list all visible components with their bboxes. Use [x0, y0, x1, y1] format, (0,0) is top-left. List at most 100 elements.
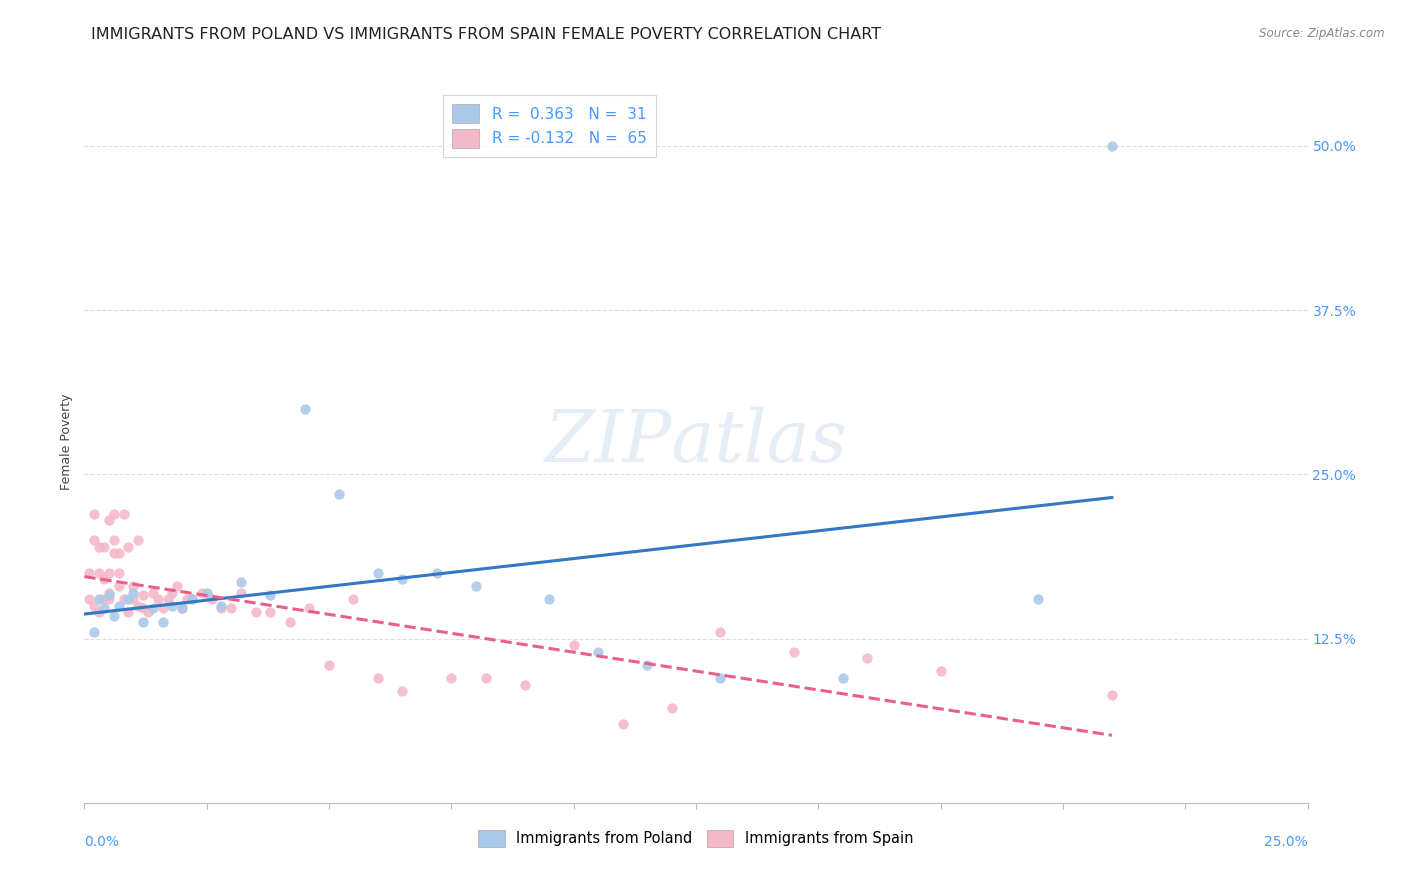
Point: [709, 671, 731, 685]
Point: [181, 592, 204, 607]
Point: [166, 579, 188, 593]
Point: [83, 533, 105, 547]
Point: [229, 585, 252, 599]
Point: [77, 566, 100, 580]
Point: [195, 585, 218, 599]
Point: [440, 671, 463, 685]
Point: [513, 677, 536, 691]
Point: [93, 601, 115, 615]
Point: [97, 566, 120, 580]
Point: [929, 665, 952, 679]
Point: [83, 507, 105, 521]
Point: [146, 592, 169, 607]
Point: [117, 605, 139, 619]
Point: [97, 592, 120, 607]
Point: [278, 615, 301, 629]
Point: [112, 507, 135, 521]
Point: [172, 601, 194, 615]
Point: [367, 566, 389, 580]
Point: [87, 566, 110, 580]
Point: [661, 701, 683, 715]
Point: [391, 573, 413, 587]
Text: ZIP​atlas: ZIP​atlas: [544, 406, 848, 477]
Point: [97, 513, 120, 527]
Point: [112, 592, 135, 607]
Point: [538, 592, 561, 607]
Point: [132, 615, 155, 629]
Point: [229, 575, 252, 590]
Point: [107, 566, 129, 580]
Point: [117, 540, 139, 554]
Point: [132, 601, 155, 615]
Point: [709, 625, 731, 640]
Legend: R =  0.363   N =  31, R = -0.132   N =  65: R = 0.363 N = 31, R = -0.132 N = 65: [443, 95, 655, 157]
Point: [87, 592, 110, 607]
Point: [391, 684, 413, 698]
Point: [83, 599, 105, 613]
Point: [426, 566, 449, 580]
Point: [142, 601, 165, 615]
Text: IMMIGRANTS FROM POLAND VS IMMIGRANTS FROM SPAIN FEMALE POVERTY CORRELATION CHART: IMMIGRANTS FROM POLAND VS IMMIGRANTS FRO…: [91, 27, 882, 42]
Point: [83, 625, 105, 640]
Point: [172, 601, 194, 615]
Point: [93, 540, 115, 554]
Point: [107, 579, 129, 593]
Point: [181, 592, 204, 607]
Point: [586, 645, 609, 659]
Point: [107, 546, 129, 560]
Point: [318, 657, 340, 672]
Point: [127, 599, 149, 613]
Point: [612, 717, 634, 731]
Point: [93, 592, 115, 607]
Point: [103, 507, 125, 521]
Point: [103, 546, 125, 560]
Point: [162, 585, 184, 599]
Point: [1028, 592, 1050, 607]
Point: [259, 605, 281, 619]
Point: [176, 592, 198, 607]
Text: 0.0%: 0.0%: [84, 835, 120, 849]
Point: [77, 592, 100, 607]
Point: [103, 533, 125, 547]
Point: [562, 638, 585, 652]
Point: [191, 585, 214, 599]
Point: [245, 605, 267, 619]
Point: [367, 671, 389, 685]
Point: [97, 585, 120, 599]
Point: [132, 588, 155, 602]
Y-axis label: Female Poverty: Female Poverty: [60, 393, 73, 490]
Point: [122, 579, 145, 593]
Point: [209, 601, 232, 615]
Point: [152, 615, 174, 629]
Point: [200, 592, 222, 607]
Point: [474, 671, 496, 685]
Point: [117, 592, 139, 607]
Point: [1101, 688, 1123, 702]
Point: [209, 599, 232, 613]
Point: [783, 645, 806, 659]
Text: Source: ZipAtlas.com: Source: ZipAtlas.com: [1260, 27, 1385, 40]
Point: [127, 533, 149, 547]
Point: [856, 651, 879, 665]
Point: [328, 487, 350, 501]
Point: [142, 585, 165, 599]
Text: 25.0%: 25.0%: [1264, 835, 1308, 849]
Point: [87, 605, 110, 619]
Point: [97, 588, 120, 602]
Point: [87, 540, 110, 554]
Point: [122, 592, 145, 607]
Point: [107, 599, 129, 613]
Point: [298, 601, 321, 615]
Point: [342, 592, 364, 607]
Point: [1101, 139, 1123, 153]
Point: [152, 601, 174, 615]
Point: [636, 657, 658, 672]
Point: [831, 671, 853, 685]
Point: [162, 599, 184, 613]
Point: [464, 579, 486, 593]
Point: [294, 401, 316, 416]
Point: [156, 592, 179, 607]
Point: [122, 585, 145, 599]
Point: [93, 573, 115, 587]
Point: [136, 605, 159, 619]
